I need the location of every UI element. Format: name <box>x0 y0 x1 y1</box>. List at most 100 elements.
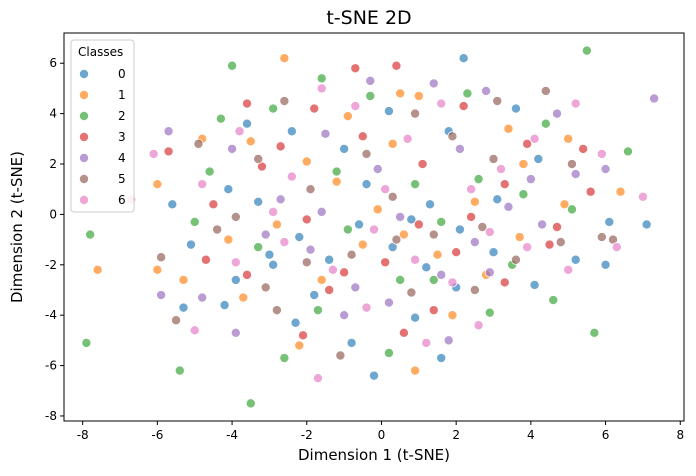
data-point-class-2 <box>518 189 529 200</box>
data-point-class-3 <box>499 277 510 288</box>
legend-label-1: 1 <box>118 88 126 102</box>
data-point-class-6 <box>529 133 540 144</box>
data-point-class-0 <box>230 274 241 285</box>
data-point-class-3 <box>275 141 286 152</box>
data-point-class-4 <box>197 292 208 303</box>
data-point-class-1 <box>152 179 163 190</box>
legend-marker-3 <box>79 131 90 142</box>
y-tick-label: -2 <box>45 258 57 272</box>
data-point-class-5 <box>279 96 290 107</box>
data-point-class-6 <box>570 98 581 109</box>
data-point-class-0 <box>290 317 301 328</box>
legend-items: 0 1 2 3 4 5 6 <box>79 67 126 207</box>
data-point-class-3 <box>357 131 368 142</box>
data-point-class-0 <box>529 279 540 290</box>
data-point-class-0 <box>264 249 275 260</box>
data-point-class-1 <box>615 186 626 197</box>
data-point-class-6 <box>611 242 622 253</box>
data-point-class-1 <box>331 176 342 187</box>
legend-marker-2 <box>79 111 90 122</box>
data-point-class-5 <box>566 159 577 170</box>
data-point-class-4 <box>454 143 465 154</box>
data-point-class-1 <box>432 249 443 260</box>
data-point-class-4 <box>428 78 439 89</box>
data-point-class-3 <box>466 211 477 222</box>
data-point-class-4 <box>230 327 241 338</box>
data-point-class-3 <box>428 305 439 316</box>
y-axis: -8 -6 -4 -2 0 2 4 6 <box>45 56 64 423</box>
data-point-class-4 <box>481 85 492 96</box>
data-point-class-2 <box>253 242 264 253</box>
data-point-class-6 <box>189 325 200 336</box>
data-point-class-6 <box>350 101 361 112</box>
x-axis: -8 -6 -4 -2 0 2 4 6 8 <box>77 421 684 442</box>
data-point-class-5 <box>492 96 503 107</box>
data-point-class-2 <box>312 305 323 316</box>
data-point-class-3 <box>309 103 320 114</box>
data-point-class-0 <box>600 259 611 270</box>
data-point-class-5 <box>447 131 458 142</box>
data-point-class-2 <box>279 353 290 364</box>
data-point-class-4 <box>443 335 454 346</box>
data-point-class-1 <box>469 196 480 207</box>
data-point-class-3 <box>324 284 335 295</box>
data-point-class-6 <box>312 373 323 384</box>
data-point-class-3 <box>242 269 253 280</box>
data-point-class-6 <box>380 184 391 195</box>
data-point-class-6 <box>421 337 432 348</box>
data-point-class-0 <box>223 184 234 195</box>
data-point-class-2 <box>85 229 96 240</box>
data-point-class-6 <box>596 148 607 159</box>
data-point-class-0 <box>242 118 253 129</box>
data-point-class-3 <box>522 138 533 149</box>
legend-title: Classes <box>78 45 123 59</box>
data-point-class-5 <box>335 350 346 361</box>
data-point-class-2 <box>428 274 439 285</box>
data-point-class-1 <box>398 229 409 240</box>
data-point-class-1 <box>152 264 163 275</box>
data-point-class-0 <box>286 126 297 137</box>
data-point-class-6 <box>447 277 458 288</box>
plot-frame <box>63 32 685 422</box>
data-point-class-2 <box>589 327 600 338</box>
data-point-class-0 <box>436 353 447 364</box>
legend-label-4: 4 <box>118 151 126 165</box>
data-point-class-6 <box>361 302 372 313</box>
data-point-class-1 <box>503 123 514 134</box>
data-point-class-4 <box>156 290 167 301</box>
data-point-class-2 <box>484 307 495 318</box>
x-tick-label: 6 <box>602 428 610 442</box>
data-point-class-2 <box>548 295 559 306</box>
data-point-class-1 <box>413 90 424 101</box>
data-point-class-3 <box>339 267 350 278</box>
data-point-class-2 <box>268 103 279 114</box>
x-tick-label: -2 <box>301 428 313 442</box>
data-point-class-2 <box>227 60 238 71</box>
data-point-class-5 <box>156 252 167 263</box>
data-point-class-3 <box>163 146 174 157</box>
data-point-class-5 <box>171 315 182 326</box>
data-point-class-6 <box>148 148 159 159</box>
data-point-class-5 <box>596 232 607 243</box>
data-point-class-3 <box>413 219 424 230</box>
data-point-class-2 <box>410 179 421 190</box>
data-point-class-0 <box>309 290 320 301</box>
data-point-class-1 <box>279 53 290 64</box>
data-point-class-5 <box>271 305 282 316</box>
legend-marker-4 <box>79 152 90 163</box>
data-point-class-0 <box>604 216 615 227</box>
data-point-class-5 <box>361 148 372 159</box>
y-tick-label: 6 <box>49 56 57 70</box>
data-point-class-0 <box>410 312 421 323</box>
y-tick-label: -8 <box>45 409 57 423</box>
data-point-class-4 <box>600 164 611 175</box>
data-point-class-6 <box>268 206 279 217</box>
data-point-class-1 <box>294 340 305 351</box>
data-point-class-1 <box>342 111 353 122</box>
y-axis-title: Dimension 2 (t-SNE) <box>8 151 26 303</box>
data-point-class-2 <box>622 146 633 157</box>
data-point-class-5 <box>469 284 480 295</box>
data-point-class-5 <box>260 282 271 293</box>
data-point-class-0 <box>533 153 544 164</box>
data-point-class-2 <box>395 274 406 285</box>
